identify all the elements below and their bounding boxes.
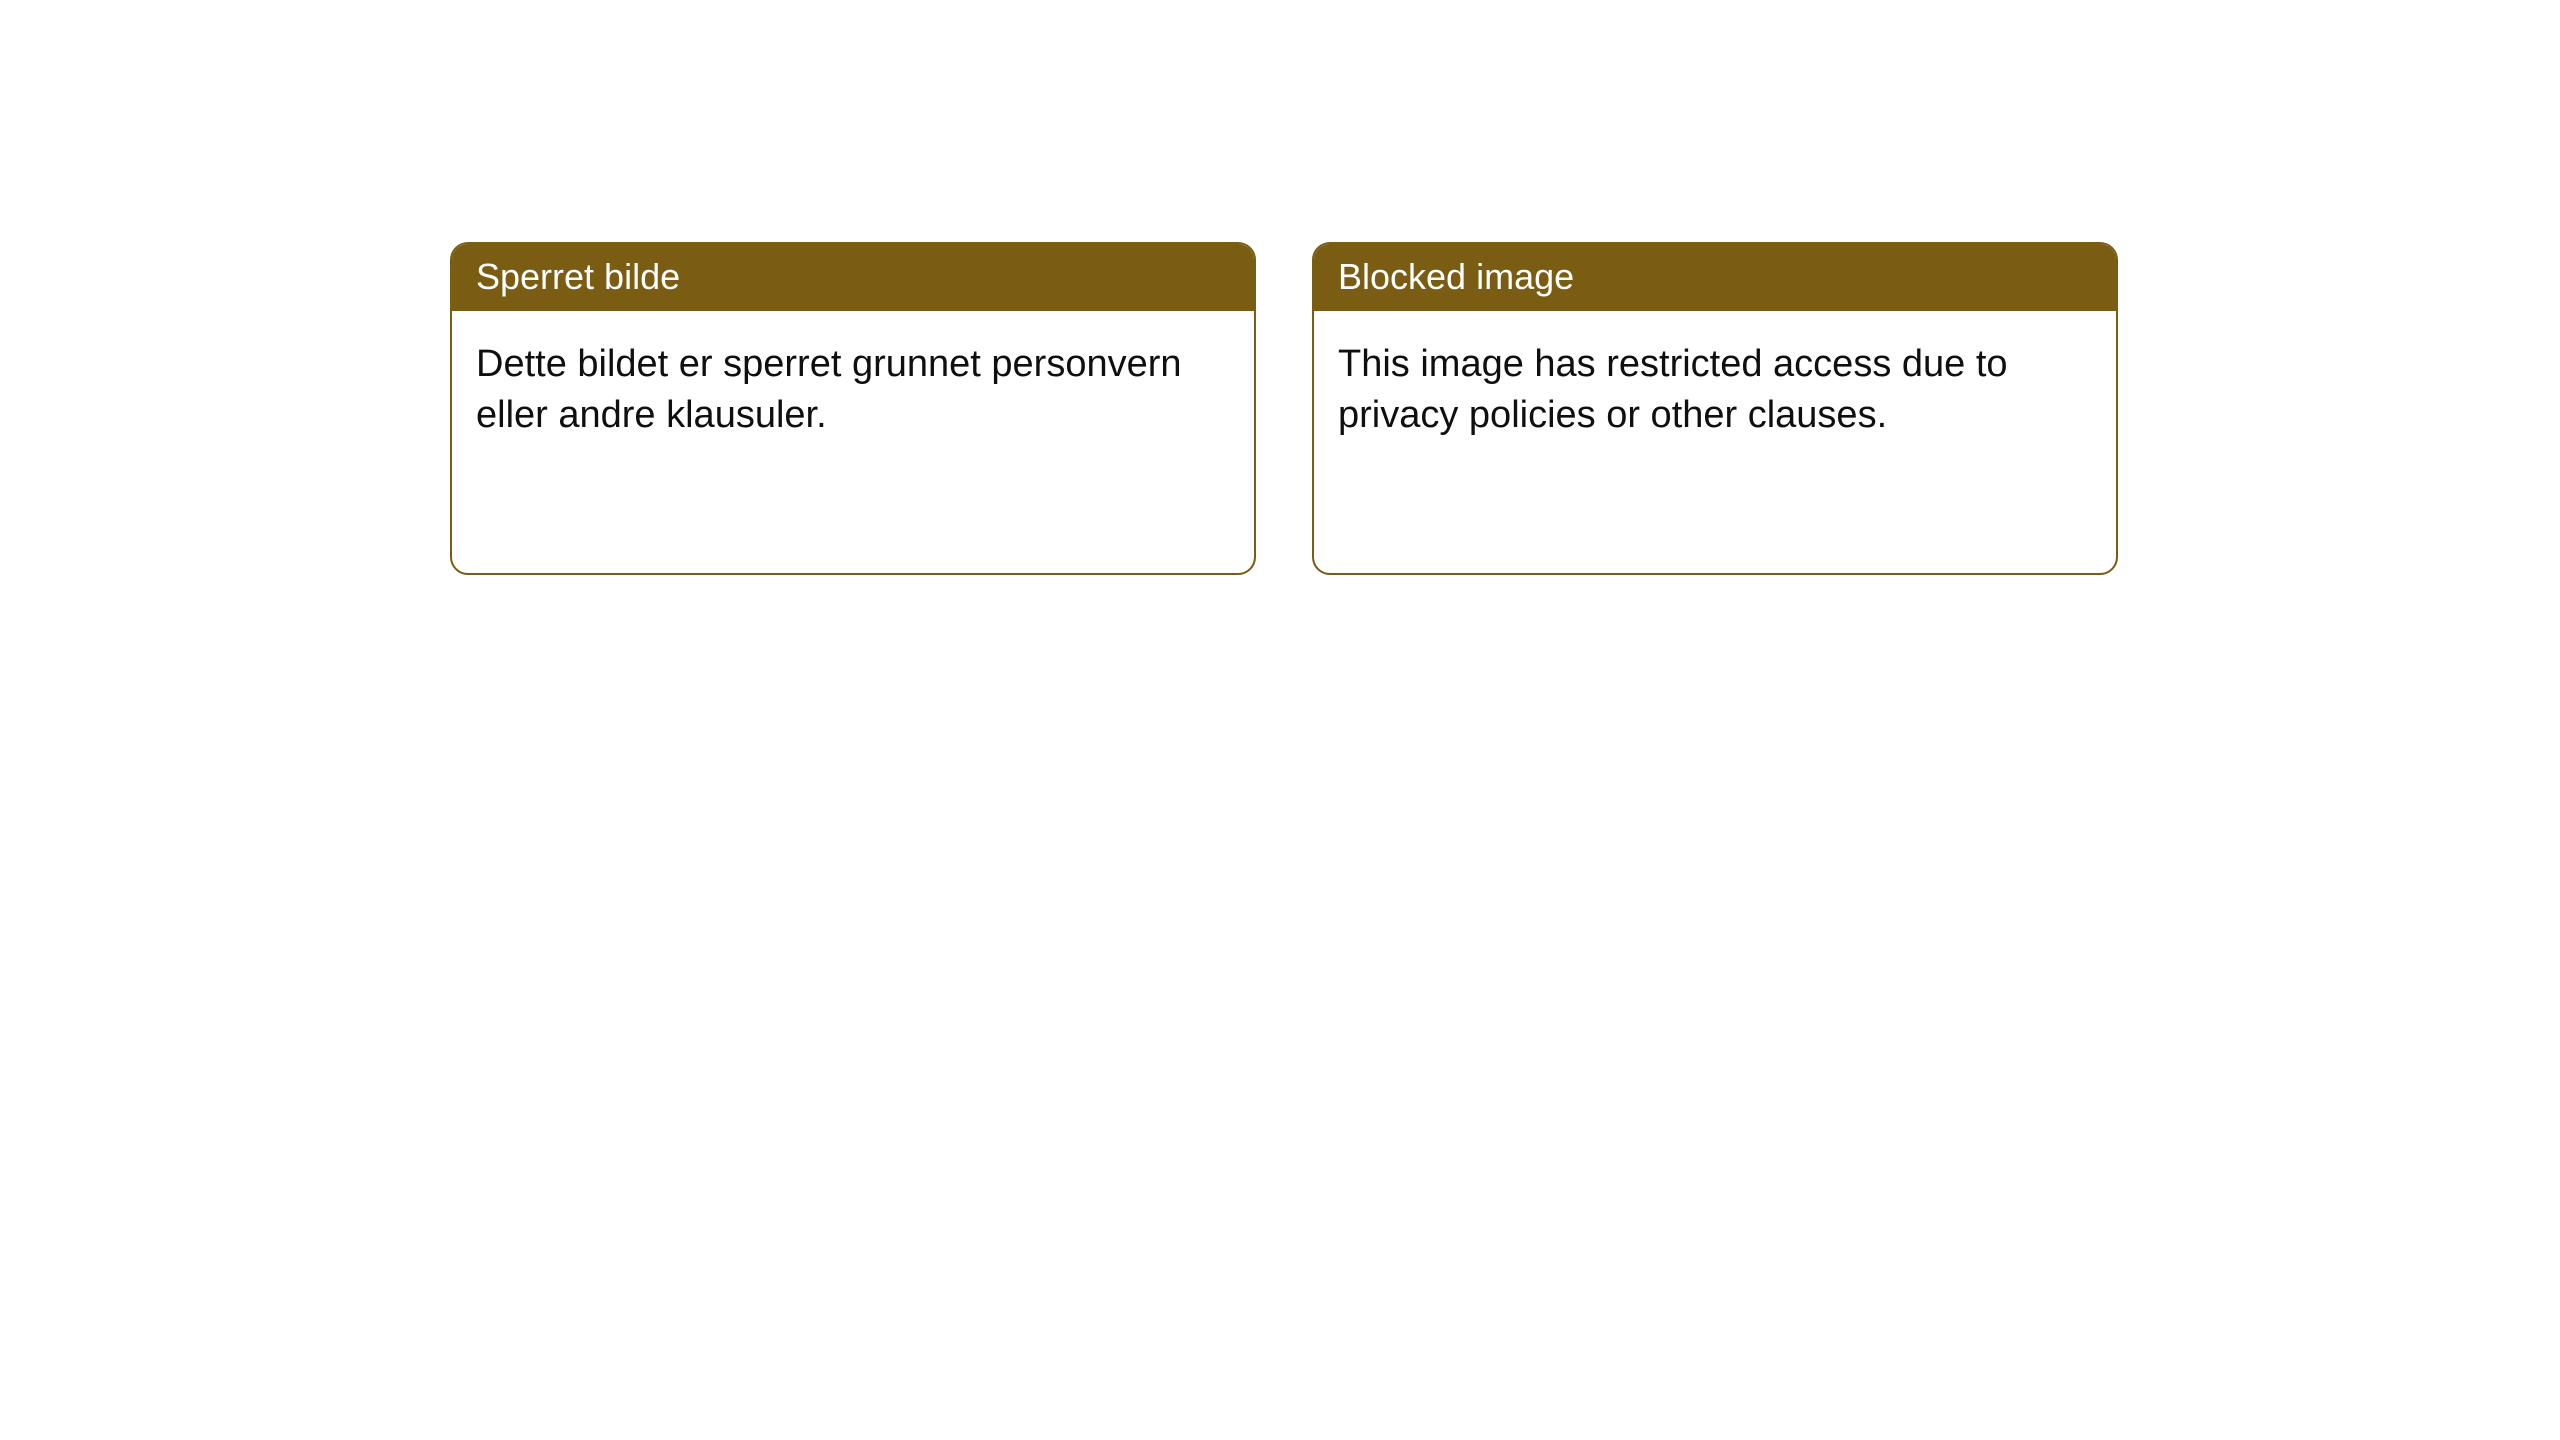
notice-header-english: Blocked image — [1314, 244, 2116, 311]
notice-body-english: This image has restricted access due to … — [1314, 311, 2116, 470]
notice-box-english: Blocked image This image has restricted … — [1312, 242, 2118, 575]
notice-header-norwegian: Sperret bilde — [452, 244, 1254, 311]
notice-container: Sperret bilde Dette bildet er sperret gr… — [450, 242, 2118, 575]
notice-box-norwegian: Sperret bilde Dette bildet er sperret gr… — [450, 242, 1256, 575]
notice-body-norwegian: Dette bildet er sperret grunnet personve… — [452, 311, 1254, 470]
